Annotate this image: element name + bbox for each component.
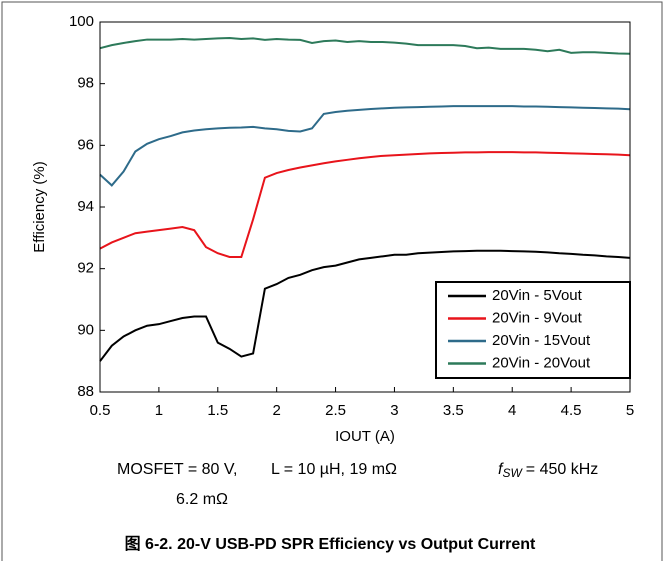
x-tick-label: 2	[272, 402, 280, 419]
annotation-subscript: SW	[502, 466, 523, 480]
legend-label: 20Vin - 20Vout	[492, 354, 591, 371]
x-tick-label: 4.5	[561, 402, 582, 419]
x-tick-label: 3.5	[443, 402, 464, 419]
annotation: MOSFET = 80 V,	[117, 461, 238, 478]
legend-label: 20Vin - 5Vout	[492, 287, 583, 304]
x-tick-label: 2.5	[325, 402, 346, 419]
y-tick-label: 96	[77, 136, 94, 153]
y-tick-label: 100	[69, 13, 94, 30]
annotation-symbol: f	[498, 461, 504, 478]
x-tick-label: 1	[155, 402, 163, 419]
legend-label: 20Vin - 9Vout	[492, 309, 583, 326]
y-tick-label: 90	[77, 321, 94, 338]
x-tick-label: 3	[390, 402, 398, 419]
y-tick-label: 94	[77, 198, 94, 215]
plot-border	[99, 21, 631, 393]
annotation-text: = 450 kHz	[526, 461, 598, 478]
y-tick-label: 98	[77, 75, 94, 92]
series-line	[99, 37, 631, 55]
series-line	[99, 105, 631, 187]
y-tick-label: 92	[77, 260, 94, 277]
annotation: 6.2 mΩ	[176, 491, 228, 508]
x-tick-label: 4	[508, 402, 516, 419]
x-tick-label: 0.5	[90, 402, 111, 419]
series-line	[99, 249, 631, 362]
legend-label: 20Vin - 15Vout	[492, 332, 591, 349]
x-axis-label: IOUT (A)	[335, 428, 395, 445]
legend-box	[435, 281, 631, 379]
y-tick-label: 88	[77, 383, 94, 400]
caption: 图 6-2. 20-V USB-PD SPR Efficiency vs Out…	[125, 535, 536, 553]
x-tick-label: 1.5	[207, 402, 228, 419]
x-tick-label: 5	[626, 402, 634, 419]
series-line	[99, 151, 631, 258]
annotation: L = 10 µH, 19 mΩ	[271, 461, 397, 478]
y-axis-label: Efficiency (%)	[31, 161, 48, 252]
annotation: fSW = 450 kHz	[498, 461, 598, 480]
